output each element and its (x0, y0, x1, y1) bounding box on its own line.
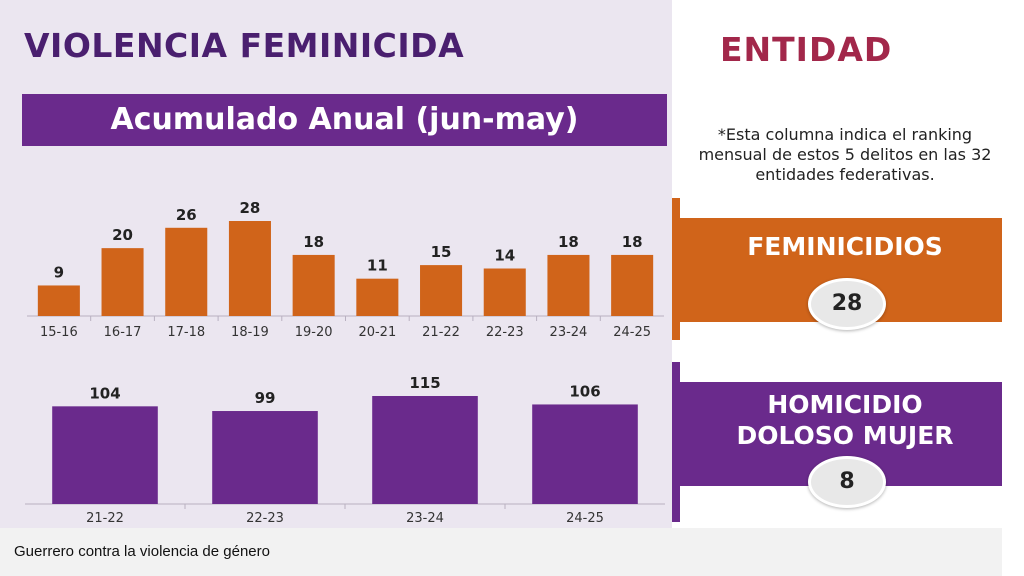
feminicidios-bar-23-24 (547, 254, 590, 316)
feminicidios-bar-value-19-20: 18 (303, 233, 324, 251)
homicidio-bar-21-22 (52, 406, 158, 504)
feminicidios-bar-21-22 (420, 265, 463, 316)
homicidio-bar-value-23-24: 115 (409, 374, 440, 392)
feminicidios-tick-19-20: 19-20 (295, 325, 333, 340)
feminicidios-bar-value-18-19: 28 (240, 199, 261, 217)
image-caption: Guerrero contra la violencia de género (14, 543, 270, 560)
feminicidios-tick-15-16: 15-16 (40, 325, 78, 340)
homicidio-bar-22-23 (212, 411, 318, 504)
feminicidios-bar-20-21 (356, 278, 399, 316)
feminicidios-bar-value-20-21: 11 (367, 257, 388, 275)
feminicidios-bar-24-25 (611, 254, 654, 316)
feminicidios-tick-20-21: 20-21 (358, 325, 396, 340)
homicidio-bar-value-24-25: 106 (569, 382, 600, 400)
entity-title: ENTIDAD (720, 30, 893, 69)
feminicidios-bar-18-19 (228, 221, 271, 316)
feminicidios-bar-value-17-18: 26 (176, 206, 197, 224)
homicidio-label-line1: HOMICIDIO (767, 390, 923, 419)
feminicidios-bar-17-18 (165, 227, 208, 316)
feminicidios-tick-16-17: 16-17 (104, 325, 142, 340)
feminicidios-bar-value-23-24: 18 (558, 233, 579, 251)
feminicidios-tick-18-19: 18-19 (231, 325, 269, 340)
feminicidios-bar-16-17 (101, 248, 144, 316)
feminicidios-bar-value-22-23: 14 (494, 247, 515, 265)
homicidio-tick-24-25: 24-25 (566, 511, 604, 526)
feminicidios-bar-value-21-22: 15 (431, 243, 452, 261)
homicidio-rank-badge: 8 (808, 456, 886, 508)
homicidio-tick-23-24: 23-24 (406, 511, 444, 526)
homicidio-bar-23-24 (372, 396, 478, 504)
feminicidios-tick-22-23: 22-23 (486, 325, 524, 340)
page-title: VIOLENCIA FEMINICIDA (24, 26, 465, 65)
homicidio-bar-chart: 104 21-22 99 22-23 115 23-24 106 24-25 (25, 374, 665, 526)
homicidio-tick-21-22: 21-22 (86, 511, 124, 526)
feminicidios-bar-value-24-25: 18 (622, 233, 643, 251)
feminicidios-bar-chart: 9 15-16 20 16-17 26 17-18 28 18-19 18 19-20 11 20-2… (27, 199, 664, 340)
feminicidios-bar-value-16-17: 20 (112, 226, 133, 244)
feminicidios-label: FEMINICIDIOS (747, 232, 943, 261)
homicidio-label-line2: DOLOSO MUJER (736, 421, 954, 450)
ranking-note: *Esta columna indica el ranking mensual … (698, 125, 992, 184)
feminicidios-tick-23-24: 23-24 (550, 325, 588, 340)
feminicidios-bar-22-23 (483, 268, 526, 316)
feminicidios-tick-24-25: 24-25 (613, 325, 651, 340)
feminicidios-bar-15-16 (37, 285, 80, 316)
homicidio-tick-22-23: 22-23 (246, 511, 284, 526)
caption-bar (0, 528, 1002, 576)
feminicidios-rank-badge: 28 (808, 278, 886, 330)
feminicidios-bar-19-20 (292, 254, 335, 316)
subtitle-banner: Acumulado Anual (jun-may) (22, 94, 667, 146)
homicidio-bar-value-22-23: 99 (255, 389, 276, 407)
homicidio-bar-value-21-22: 104 (89, 384, 120, 402)
feminicidios-bar-value-15-16: 9 (54, 263, 64, 281)
homicidio-bar-24-25 (532, 404, 638, 504)
feminicidios-tick-21-22: 21-22 (422, 325, 460, 340)
feminicidios-tick-17-18: 17-18 (167, 325, 205, 340)
